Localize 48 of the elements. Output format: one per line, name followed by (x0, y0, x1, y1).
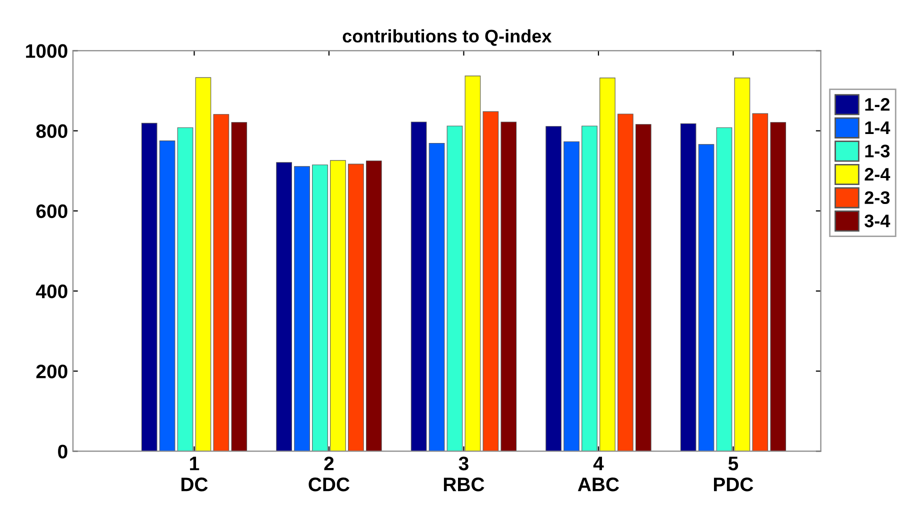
bar (276, 162, 292, 452)
x-tick-label: 4 ABC (578, 456, 619, 492)
x-tick-label: 5 PDC (714, 456, 754, 492)
y-tick-label: 600 (36, 204, 68, 218)
bar (600, 78, 616, 452)
bar (752, 113, 768, 452)
bar (195, 77, 212, 452)
bar (312, 164, 328, 452)
x-tick-label: 2 CDC (308, 456, 350, 492)
legend-label: 1-2 (865, 98, 890, 111)
legend-label: 2-4 (864, 168, 890, 181)
legend-label: 2-3 (864, 191, 890, 204)
bar (734, 78, 750, 452)
bar (546, 126, 562, 452)
x-tick-label: 3 RBC (444, 456, 484, 492)
bar (446, 126, 463, 452)
bar (348, 164, 364, 452)
y-tick-label: 400 (36, 284, 68, 298)
bar (231, 122, 248, 452)
bar (159, 140, 176, 452)
y-tick-label: 800 (36, 124, 68, 138)
bar (564, 141, 580, 452)
bar (213, 114, 230, 452)
bar (141, 122, 158, 452)
bar (582, 126, 598, 452)
bar (410, 122, 427, 452)
legend-label: 1-4 (865, 122, 890, 134)
y-tick-label: 200 (36, 364, 68, 378)
bar (366, 160, 382, 452)
legend-label: 3-4 (864, 214, 890, 228)
bar (680, 123, 696, 452)
bar (294, 166, 310, 452)
x-tick-label: 1 DC (181, 456, 208, 492)
bar (482, 111, 499, 452)
bar (618, 114, 634, 452)
bar (635, 124, 652, 452)
bar (770, 122, 786, 452)
legend-label: 1-3 (865, 144, 890, 158)
bar (330, 160, 346, 452)
y-tick-label: 1000 (26, 44, 68, 58)
bar (716, 127, 732, 452)
bar (428, 142, 445, 452)
bar (698, 144, 714, 452)
bar (177, 127, 194, 452)
y-tick-label: 0 (58, 444, 68, 458)
bar (500, 122, 517, 452)
chart-title: contributions to Q-index (342, 29, 552, 46)
bar (464, 76, 481, 452)
